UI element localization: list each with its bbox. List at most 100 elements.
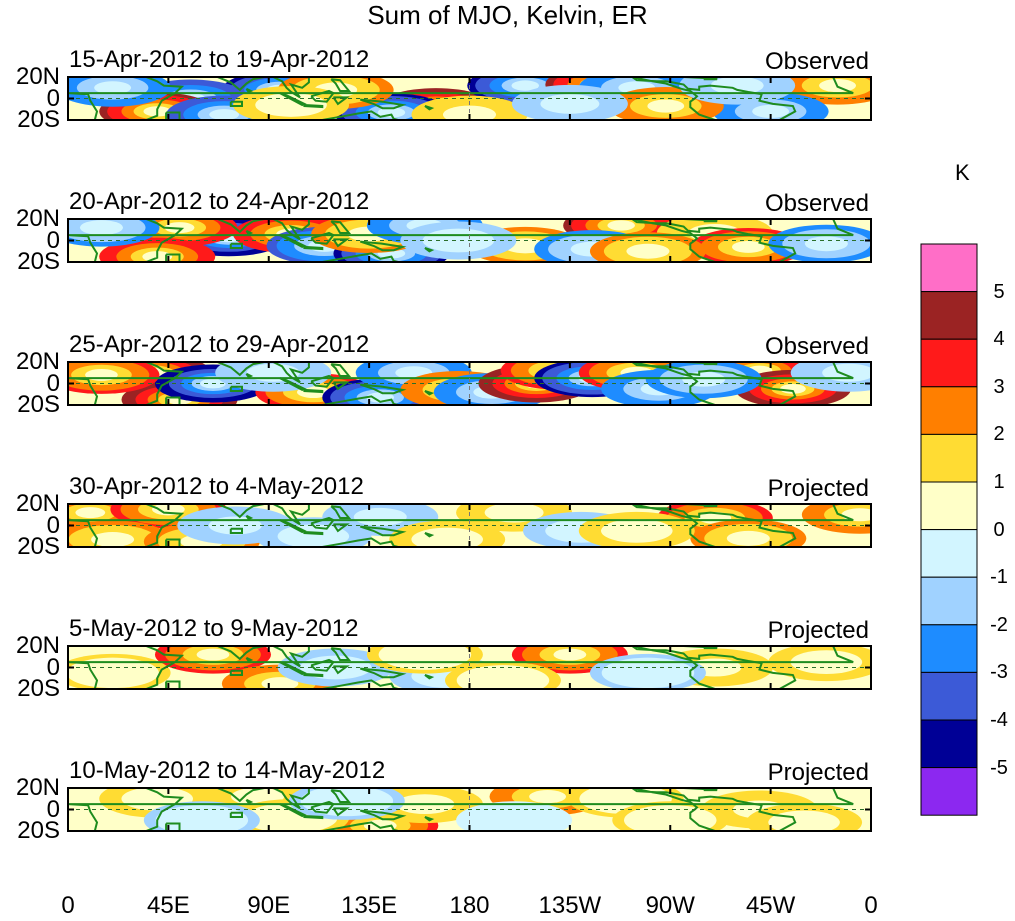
coastline	[330, 505, 352, 519]
colorbar-label: -5	[990, 756, 1008, 779]
coastline	[303, 815, 324, 820]
coastline	[310, 658, 335, 672]
reference-box	[229, 527, 243, 534]
coastline	[703, 788, 718, 792]
coastline	[272, 504, 310, 526]
colorbar-label: 4	[993, 328, 1005, 351]
colorbar-label: -3	[990, 661, 1008, 684]
contour-level	[261, 677, 299, 689]
anomaly-blob	[68, 520, 171, 547]
anomaly-blob	[143, 801, 260, 831]
coastline	[279, 377, 307, 392]
coastline	[68, 788, 860, 831]
contour-level	[209, 109, 240, 120]
contour-level	[804, 236, 848, 252]
x-tick-label: 90E	[247, 892, 291, 919]
coastline	[330, 789, 352, 803]
contour-level	[456, 665, 550, 689]
panel-date-range: 5-May-2012 to 9-May-2012	[69, 615, 359, 642]
coastline	[359, 383, 407, 395]
coastline	[217, 504, 265, 519]
continent-outlines	[68, 788, 860, 831]
continent-outlines	[68, 219, 860, 262]
coastline	[359, 809, 407, 821]
panel-5	[67, 645, 872, 690]
y-tick-label: 20S	[17, 391, 60, 418]
coastline	[165, 111, 181, 120]
coastline	[359, 240, 407, 252]
coastline	[272, 77, 310, 99]
contour-level	[94, 81, 132, 95]
anomaly-blob	[400, 221, 517, 260]
coastline	[245, 372, 254, 379]
coastline	[279, 519, 307, 534]
chart-title: Sum of MJO, Kelvin, ER	[367, 0, 648, 30]
coastline	[330, 78, 352, 92]
anomaly-blob	[456, 801, 573, 831]
y-tick-label: 0	[46, 653, 60, 681]
reference-box	[229, 242, 243, 249]
coastline	[703, 504, 718, 508]
contour-level	[607, 220, 635, 231]
anomaly-blob	[612, 801, 729, 831]
contour-level	[601, 657, 695, 689]
panel-date-range: 10-May-2012 to 14-May-2012	[69, 757, 386, 784]
anomaly-blob	[578, 511, 695, 547]
coastline	[424, 247, 435, 253]
y-tick-label: 0	[46, 795, 60, 823]
contour-level	[91, 531, 135, 547]
reference-box	[229, 669, 243, 676]
panel-status: Observed	[764, 48, 869, 75]
colorbar-label: 0	[993, 518, 1005, 541]
coastline	[68, 646, 860, 689]
y-tick-label: 0	[46, 511, 60, 539]
coastline	[272, 788, 310, 810]
coastline	[310, 89, 335, 103]
colorbar-swatch	[920, 243, 978, 293]
y-tick-label: 20N	[15, 205, 60, 232]
panel-6	[67, 787, 872, 832]
colorbar-swatch	[920, 767, 978, 816]
contour-level	[626, 243, 670, 259]
contour-level	[752, 104, 790, 118]
coastline	[217, 77, 265, 92]
coastline	[303, 388, 324, 394]
coastline	[631, 362, 797, 405]
anomaly-blob	[366, 646, 483, 674]
y-tick-label: 20S	[17, 817, 60, 844]
reference-box	[229, 385, 243, 392]
contour-level	[378, 646, 472, 670]
coastline	[330, 647, 352, 661]
panel-date-range: 25-Apr-2012 to 29-Apr-2012	[69, 331, 370, 358]
coastline	[245, 87, 254, 94]
colorbar-unit: K	[955, 160, 970, 185]
coastline	[217, 362, 265, 377]
contour-level	[353, 507, 407, 526]
y-tick-label: 20N	[15, 63, 60, 90]
x-tick-label: 90W	[645, 892, 695, 919]
coastline	[303, 531, 324, 536]
colorbar-label: 5	[993, 280, 1005, 303]
contour-level	[75, 507, 106, 519]
coastline	[217, 219, 265, 234]
coastline	[245, 514, 254, 521]
colorbar-swatch	[920, 433, 978, 483]
contour-level	[68, 657, 159, 689]
x-tick-label: 0	[864, 892, 878, 919]
colorbar-swatch	[920, 529, 978, 578]
x-tick-label: 135E	[341, 892, 398, 919]
reference-box	[229, 100, 243, 107]
panel-date-range: 15-Apr-2012 to 19-Apr-2012	[69, 46, 370, 73]
coastline	[703, 219, 718, 223]
coastline	[279, 92, 307, 107]
x-tick-label: 45E	[147, 892, 190, 919]
colorbar-label: -4	[990, 709, 1008, 731]
colorbar-swatch	[920, 291, 978, 340]
x-tick-label: 0	[61, 892, 75, 919]
panel-status: Observed	[764, 190, 869, 217]
x-tick-label: 45W	[745, 892, 796, 919]
coastline	[272, 362, 310, 384]
anomaly-blob	[444, 661, 561, 689]
anomaly-blob	[768, 224, 871, 262]
